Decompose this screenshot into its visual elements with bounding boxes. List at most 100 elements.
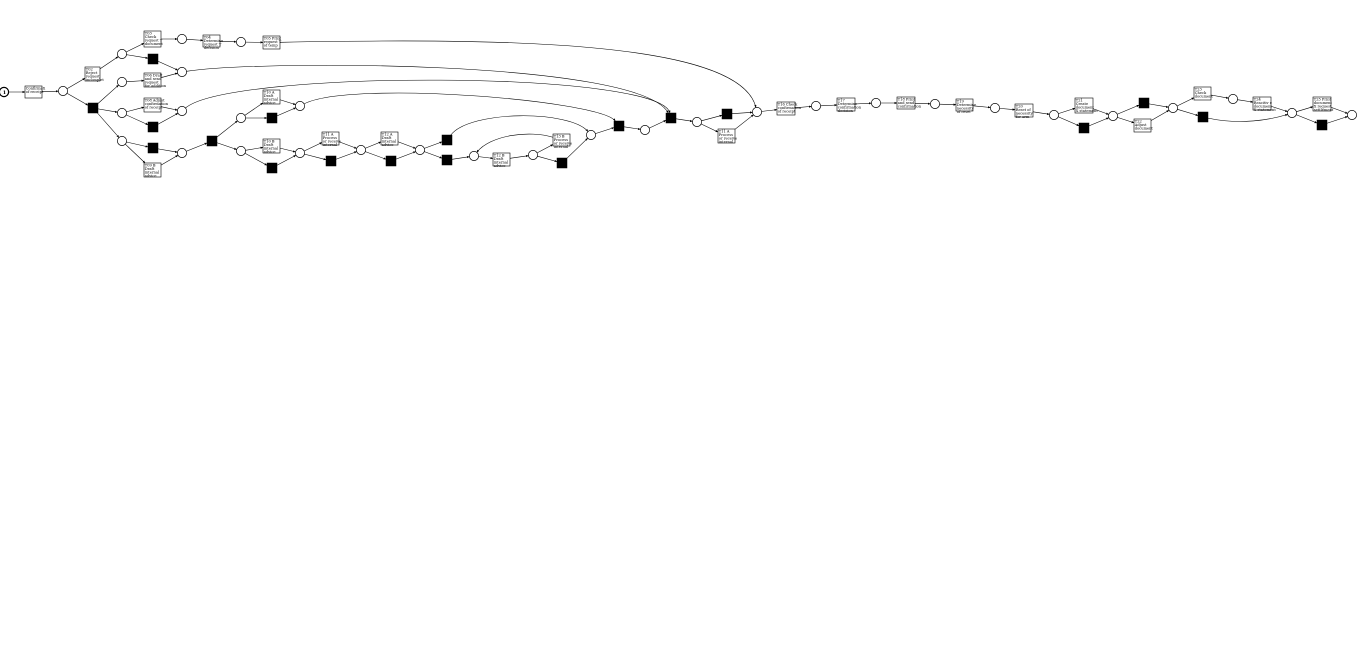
silent-transition-s7 xyxy=(267,163,277,173)
place-p31 xyxy=(1287,108,1296,117)
transition-label-line: of receipt xyxy=(778,109,796,113)
transition-label-line: document xyxy=(145,42,164,46)
silent-transition-s3 xyxy=(148,122,158,132)
place-p4 xyxy=(117,108,126,117)
arc-p20-s14 xyxy=(649,120,666,128)
arc-t_t12a-p16 xyxy=(398,142,416,149)
silent-transition-s11 xyxy=(442,155,452,165)
arc-p1-s1 xyxy=(67,93,88,105)
arc-s14-p21 xyxy=(676,119,693,122)
arc-p25-t_t19 xyxy=(940,104,956,105)
arc-p15-s9 xyxy=(365,152,386,160)
arc-p14-t_t11a xyxy=(304,143,322,152)
arc-s17-p29 xyxy=(1149,104,1169,107)
arc-t_t23-p30 xyxy=(1211,95,1229,98)
place-p23 xyxy=(811,101,820,110)
arc-t_t20-p27 xyxy=(1033,112,1050,115)
arc-p12-s7 xyxy=(245,153,267,165)
place-p7 xyxy=(236,37,245,46)
place-p3 xyxy=(117,77,126,86)
place-p15 xyxy=(356,145,365,154)
place-p10 xyxy=(177,148,186,157)
silent-transition-s6 xyxy=(267,113,277,123)
arc-p22-t_t16 xyxy=(762,110,777,112)
transition-label-line: document xyxy=(1195,94,1214,98)
arc-t_t12b-p18 xyxy=(510,156,528,159)
arc-p27-t_t21 xyxy=(1058,108,1075,113)
silent-transition-s18 xyxy=(1198,112,1208,122)
arc-p4-s3 xyxy=(126,115,148,125)
arc-t_t22-p29 xyxy=(1151,110,1169,120)
arc-t_t25-p32 xyxy=(1331,107,1348,113)
transition-label-line: for arm xyxy=(1016,115,1030,119)
arc-t_draft_b-p10 xyxy=(161,155,178,165)
silent-transition-s13 xyxy=(614,121,624,131)
arc-p29-t_t23 xyxy=(1177,98,1194,106)
arc-p3-t_draft_a xyxy=(127,81,144,82)
place-p1 xyxy=(58,86,67,95)
silent-transition-s15 xyxy=(722,109,732,119)
arc-t_t17-p24 xyxy=(855,103,871,104)
arc-s6-p13 xyxy=(277,108,296,116)
arc-p28-s17 xyxy=(1117,105,1139,114)
arc-t_draft_a-p8 xyxy=(161,73,178,78)
place-p5 xyxy=(117,136,126,145)
arc-s8-p15 xyxy=(336,152,357,160)
place-p9 xyxy=(177,106,186,115)
transition-label-line: internal xyxy=(719,140,734,144)
arc-s5-p12 xyxy=(217,143,237,150)
silent-transition-s17 xyxy=(1139,98,1149,108)
transition-label-line: confirmation xyxy=(898,104,922,108)
arc-s10-p19 xyxy=(451,116,588,135)
arc-t_t10a-p13 xyxy=(280,100,296,105)
silent-transition-s12 xyxy=(557,158,567,168)
arc-p14-s8 xyxy=(305,154,327,160)
arc-p5-t_draft_b xyxy=(125,144,145,163)
place-p27 xyxy=(1049,110,1058,119)
arc-p18-t_t13b xyxy=(537,145,553,153)
transition-label-line: decision xyxy=(838,109,854,113)
arc-p15-t_t12a xyxy=(365,142,381,148)
arc-p11-t_t10a xyxy=(245,103,263,116)
arc-s1-p5 xyxy=(97,113,119,138)
arc-p21-t_t11b xyxy=(701,124,718,132)
arc-s11-p17 xyxy=(452,157,469,160)
arc-s1-p3 xyxy=(98,85,119,103)
arc-p13-s13 xyxy=(304,93,615,121)
arc-p23-t_t17 xyxy=(821,105,837,106)
place-p30 xyxy=(1228,94,1237,103)
arc-s5-p11 xyxy=(217,121,237,137)
arc-p21-s15 xyxy=(701,115,722,121)
transition-label-line: of receipt xyxy=(145,105,163,109)
arc-p16-s10 xyxy=(424,142,442,149)
place-p24 xyxy=(871,98,880,107)
place-p14 xyxy=(295,148,304,157)
transition-label-line: advice xyxy=(264,150,276,154)
arc-p18-s12 xyxy=(537,156,557,161)
arc-s4-p10 xyxy=(158,149,178,152)
arc-s1-p4 xyxy=(98,109,118,112)
place-p12 xyxy=(236,146,245,155)
transition-label-line: X statement xyxy=(1254,108,1277,112)
arc-p31-t_t25 xyxy=(1296,107,1313,112)
silent-transition-s9 xyxy=(386,156,396,166)
silent-transition-s4 xyxy=(148,143,158,153)
transition-label-line: of reset xyxy=(957,110,971,114)
silent-transition-s1 xyxy=(88,103,98,113)
arc-p29-s18 xyxy=(1177,109,1198,115)
transition-label-line: advice xyxy=(145,174,157,178)
